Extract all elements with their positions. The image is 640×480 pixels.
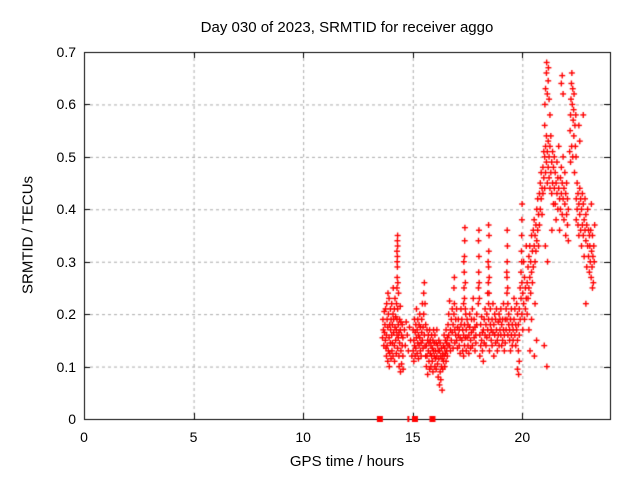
y-tick-label: 0.1 (56, 358, 76, 375)
x-tick-label: 15 (404, 429, 421, 445)
y-tick-label: 0.6 (56, 96, 76, 113)
y-axis-label: SRMTID / TECUs (19, 175, 37, 295)
y-tick-label: 0 (68, 411, 76, 427)
chart-title: Day 030 of 2023, SRMTID for receiver agg… (200, 19, 494, 36)
x-tick-label: 10 (295, 429, 311, 445)
y-tick-label: 0.7 (56, 44, 76, 60)
x-tick-label: 0 (80, 429, 88, 445)
x-axis-label: GPS time / hours (289, 453, 405, 470)
y-tick-label: 0.5 (56, 148, 76, 165)
y-tick-label: 0.2 (56, 306, 76, 323)
y-tick-label: 0.4 (56, 201, 76, 218)
y-tick-label: 0.3 (56, 253, 76, 270)
x-tick-label: 5 (189, 429, 198, 445)
x-tick-label: 20 (514, 429, 531, 445)
